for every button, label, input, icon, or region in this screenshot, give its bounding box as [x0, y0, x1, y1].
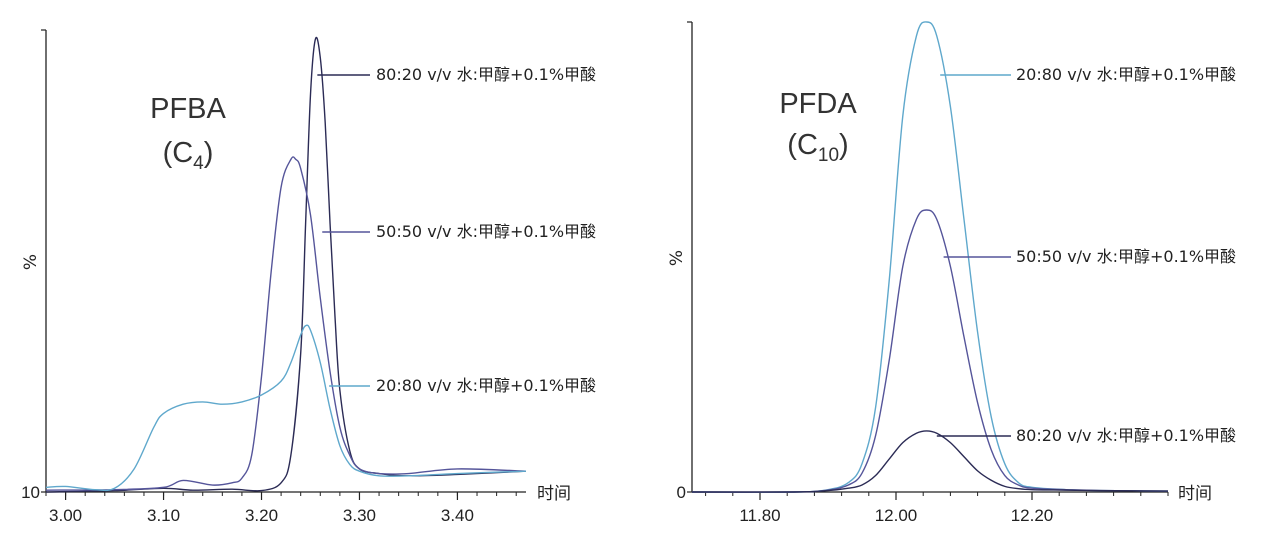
- series-trace-1: [691, 209, 1169, 493]
- series-trace-1: [45, 156, 527, 491]
- x-tick-label: 3.20: [245, 506, 278, 525]
- series-label: 20:80 v/v 水:甲醇+0.1%甲酸: [376, 376, 596, 395]
- formula-subscript: 10: [818, 145, 839, 166]
- y-axis-label: %: [667, 250, 687, 266]
- compound-formula: (C10): [787, 129, 848, 166]
- series-label: 20:80 v/v 水:甲醇+0.1%甲酸: [1016, 65, 1236, 84]
- series-trace-2: [691, 430, 1169, 493]
- x-tick-label: 3.10: [147, 506, 180, 525]
- series-label: 50:50 v/v 水:甲醇+0.1%甲酸: [1016, 247, 1236, 266]
- x-tick-label: 3.40: [441, 506, 474, 525]
- formula-base: (C: [787, 129, 818, 161]
- x-axis-label: 时间: [537, 484, 571, 504]
- x-tick-label: 12.00: [875, 506, 918, 525]
- x-axis-label: 时间: [1178, 484, 1212, 504]
- y-tick-label: 0: [677, 483, 686, 502]
- compound-name: PFBA: [150, 93, 226, 125]
- pfda-chromatogram-panel: 11.80 12.00 12.20 0% 时间 PFDA (C10) 20:80 v/v 水:…: [667, 21, 1236, 525]
- series-trace-0: [45, 36, 527, 493]
- x-tick-label: 3.00: [49, 506, 82, 525]
- series-label: 80:20 v/v 水:甲醇+0.1%甲酸: [376, 65, 596, 84]
- series-label: 50:50 v/v 水:甲醇+0.1%甲酸: [376, 222, 596, 241]
- series-trace-2: [45, 324, 527, 492]
- y-tick-label: 10: [21, 483, 40, 502]
- formula-close: ): [839, 129, 849, 161]
- pfba-chromatogram-panel: 3.00 3.10 3.20 3.30 3.40 10% 时间 PFBA (C4) 80:20 v…: [21, 29, 596, 525]
- y-axis-label: %: [21, 254, 41, 270]
- formula-close: ): [204, 137, 214, 169]
- formula-base: (C: [163, 137, 194, 169]
- compound-formula: (C4): [163, 137, 214, 174]
- x-tick-label: 12.20: [1011, 506, 1054, 525]
- series-label: 80:20 v/v 水:甲醇+0.1%甲酸: [1016, 426, 1236, 445]
- x-tick-label: 11.80: [739, 506, 780, 525]
- compound-name: PFDA: [779, 88, 857, 120]
- formula-subscript: 4: [193, 153, 204, 174]
- series-trace-0: [691, 21, 1169, 493]
- x-tick-label: 3.30: [343, 506, 376, 525]
